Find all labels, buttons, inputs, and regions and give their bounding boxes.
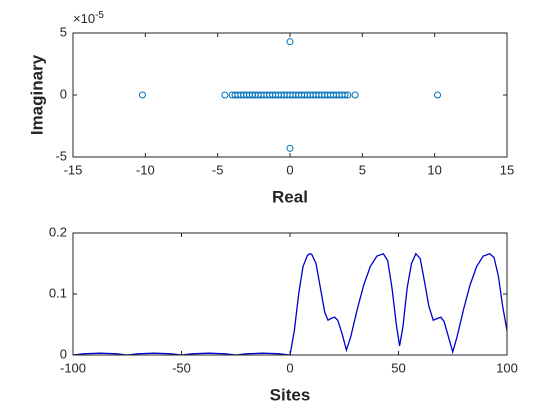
x-tick-label: -5 xyxy=(212,162,224,177)
point xyxy=(286,38,294,46)
x-tick-label: -50 xyxy=(172,360,191,375)
x-tick-label: 5 xyxy=(359,162,366,177)
y-axis-label: Imaginary xyxy=(27,54,46,135)
x-tick-label: 0 xyxy=(286,162,293,177)
point xyxy=(344,91,352,99)
x-tick-label: 50 xyxy=(391,360,405,375)
y-tick-label: 0 xyxy=(60,346,67,361)
point xyxy=(138,91,146,99)
point xyxy=(341,91,349,99)
data-line xyxy=(72,252,508,356)
x-tick-label: -10 xyxy=(136,162,155,177)
y-tick-label: 0 xyxy=(60,86,67,101)
x-tick-label: 10 xyxy=(427,162,441,177)
x-axis-label: Sites xyxy=(270,385,311,404)
axes xyxy=(73,233,507,355)
x-tick-label: -100 xyxy=(60,360,86,375)
exponent-base: ×10 xyxy=(73,11,95,26)
y-tick-label: 0.2 xyxy=(49,224,67,239)
point xyxy=(221,91,229,99)
x-tick-label: 0 xyxy=(286,360,293,375)
y-tick-label: -5 xyxy=(55,148,67,163)
x-tick-label: -15 xyxy=(64,162,83,177)
point xyxy=(351,91,359,99)
plot-area xyxy=(73,233,507,355)
y-tick-label: 5 xyxy=(60,24,67,39)
point xyxy=(286,144,294,152)
x-tick-label: 100 xyxy=(496,360,518,375)
y-tick-label: 0.1 xyxy=(49,285,67,300)
exponent-power: -5 xyxy=(95,10,104,21)
x-axis-label: Real xyxy=(272,187,308,206)
point xyxy=(434,91,442,99)
exponent-label: ×10-5 xyxy=(73,10,104,27)
x-tick-label: 15 xyxy=(500,162,514,177)
